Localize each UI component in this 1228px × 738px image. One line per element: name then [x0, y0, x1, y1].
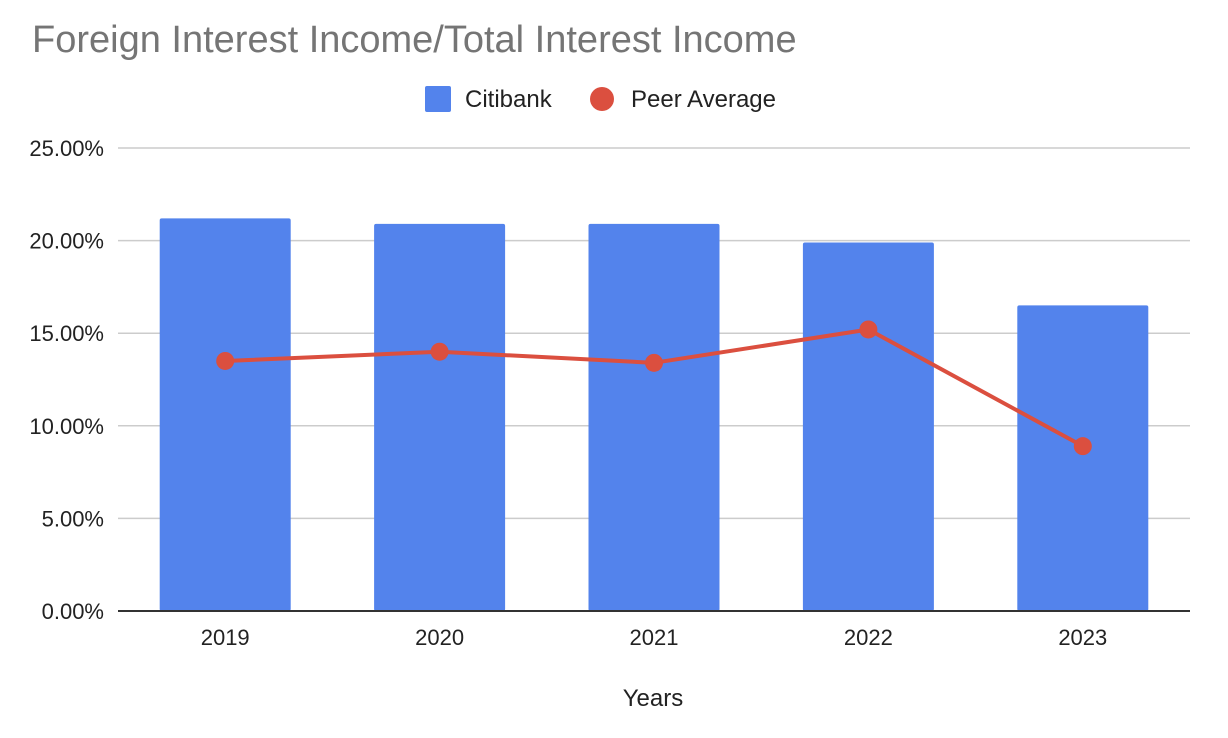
bar-citibank-2022: [802, 242, 934, 611]
y-tick-label: 5.00%: [42, 506, 104, 531]
bar-series-citibank: [159, 218, 1149, 611]
legend-label-peer-average: Peer Average: [631, 86, 776, 113]
y-tick-label: 25.00%: [29, 136, 104, 161]
y-tick-label: 10.00%: [29, 414, 104, 439]
point-peer-average-2023: [1073, 437, 1092, 456]
x-axis-title: Years: [623, 685, 684, 712]
x-tick-label: 2022: [844, 625, 893, 650]
y-tick-label: 15.00%: [29, 321, 104, 346]
x-tick-label: 2020: [415, 625, 464, 650]
x-tick-label: 2023: [1058, 625, 1107, 650]
legend: Citibank Peer Average: [425, 86, 776, 113]
legend-swatch-citibank: [425, 86, 451, 112]
y-axis-ticks: 0.00% 5.00% 10.00% 15.00% 20.00% 25.00%: [29, 136, 104, 624]
bar-citibank-2023: [1017, 305, 1149, 611]
x-axis-ticks: 2019 2020 2021 2022 2023: [201, 625, 1108, 650]
x-tick-label: 2019: [201, 625, 250, 650]
point-peer-average-2019: [216, 351, 235, 370]
y-tick-label: 20.00%: [29, 229, 104, 254]
bar-citibank-2021: [588, 223, 720, 611]
chart-title: Foreign Interest Income/Total Interest I…: [32, 19, 797, 61]
legend-label-citibank: Citibank: [465, 86, 553, 113]
point-peer-average-2021: [645, 353, 663, 372]
point-peer-average-2020: [430, 342, 449, 361]
line-series-peer-average: [216, 320, 1092, 456]
y-tick-label: 0.00%: [42, 599, 104, 624]
x-tick-label: 2021: [630, 625, 679, 650]
point-peer-average-2022: [859, 320, 878, 339]
bar-citibank-2019: [159, 218, 291, 611]
bar-citibank-2020: [374, 223, 506, 611]
legend-swatch-peer-average: [590, 87, 614, 111]
